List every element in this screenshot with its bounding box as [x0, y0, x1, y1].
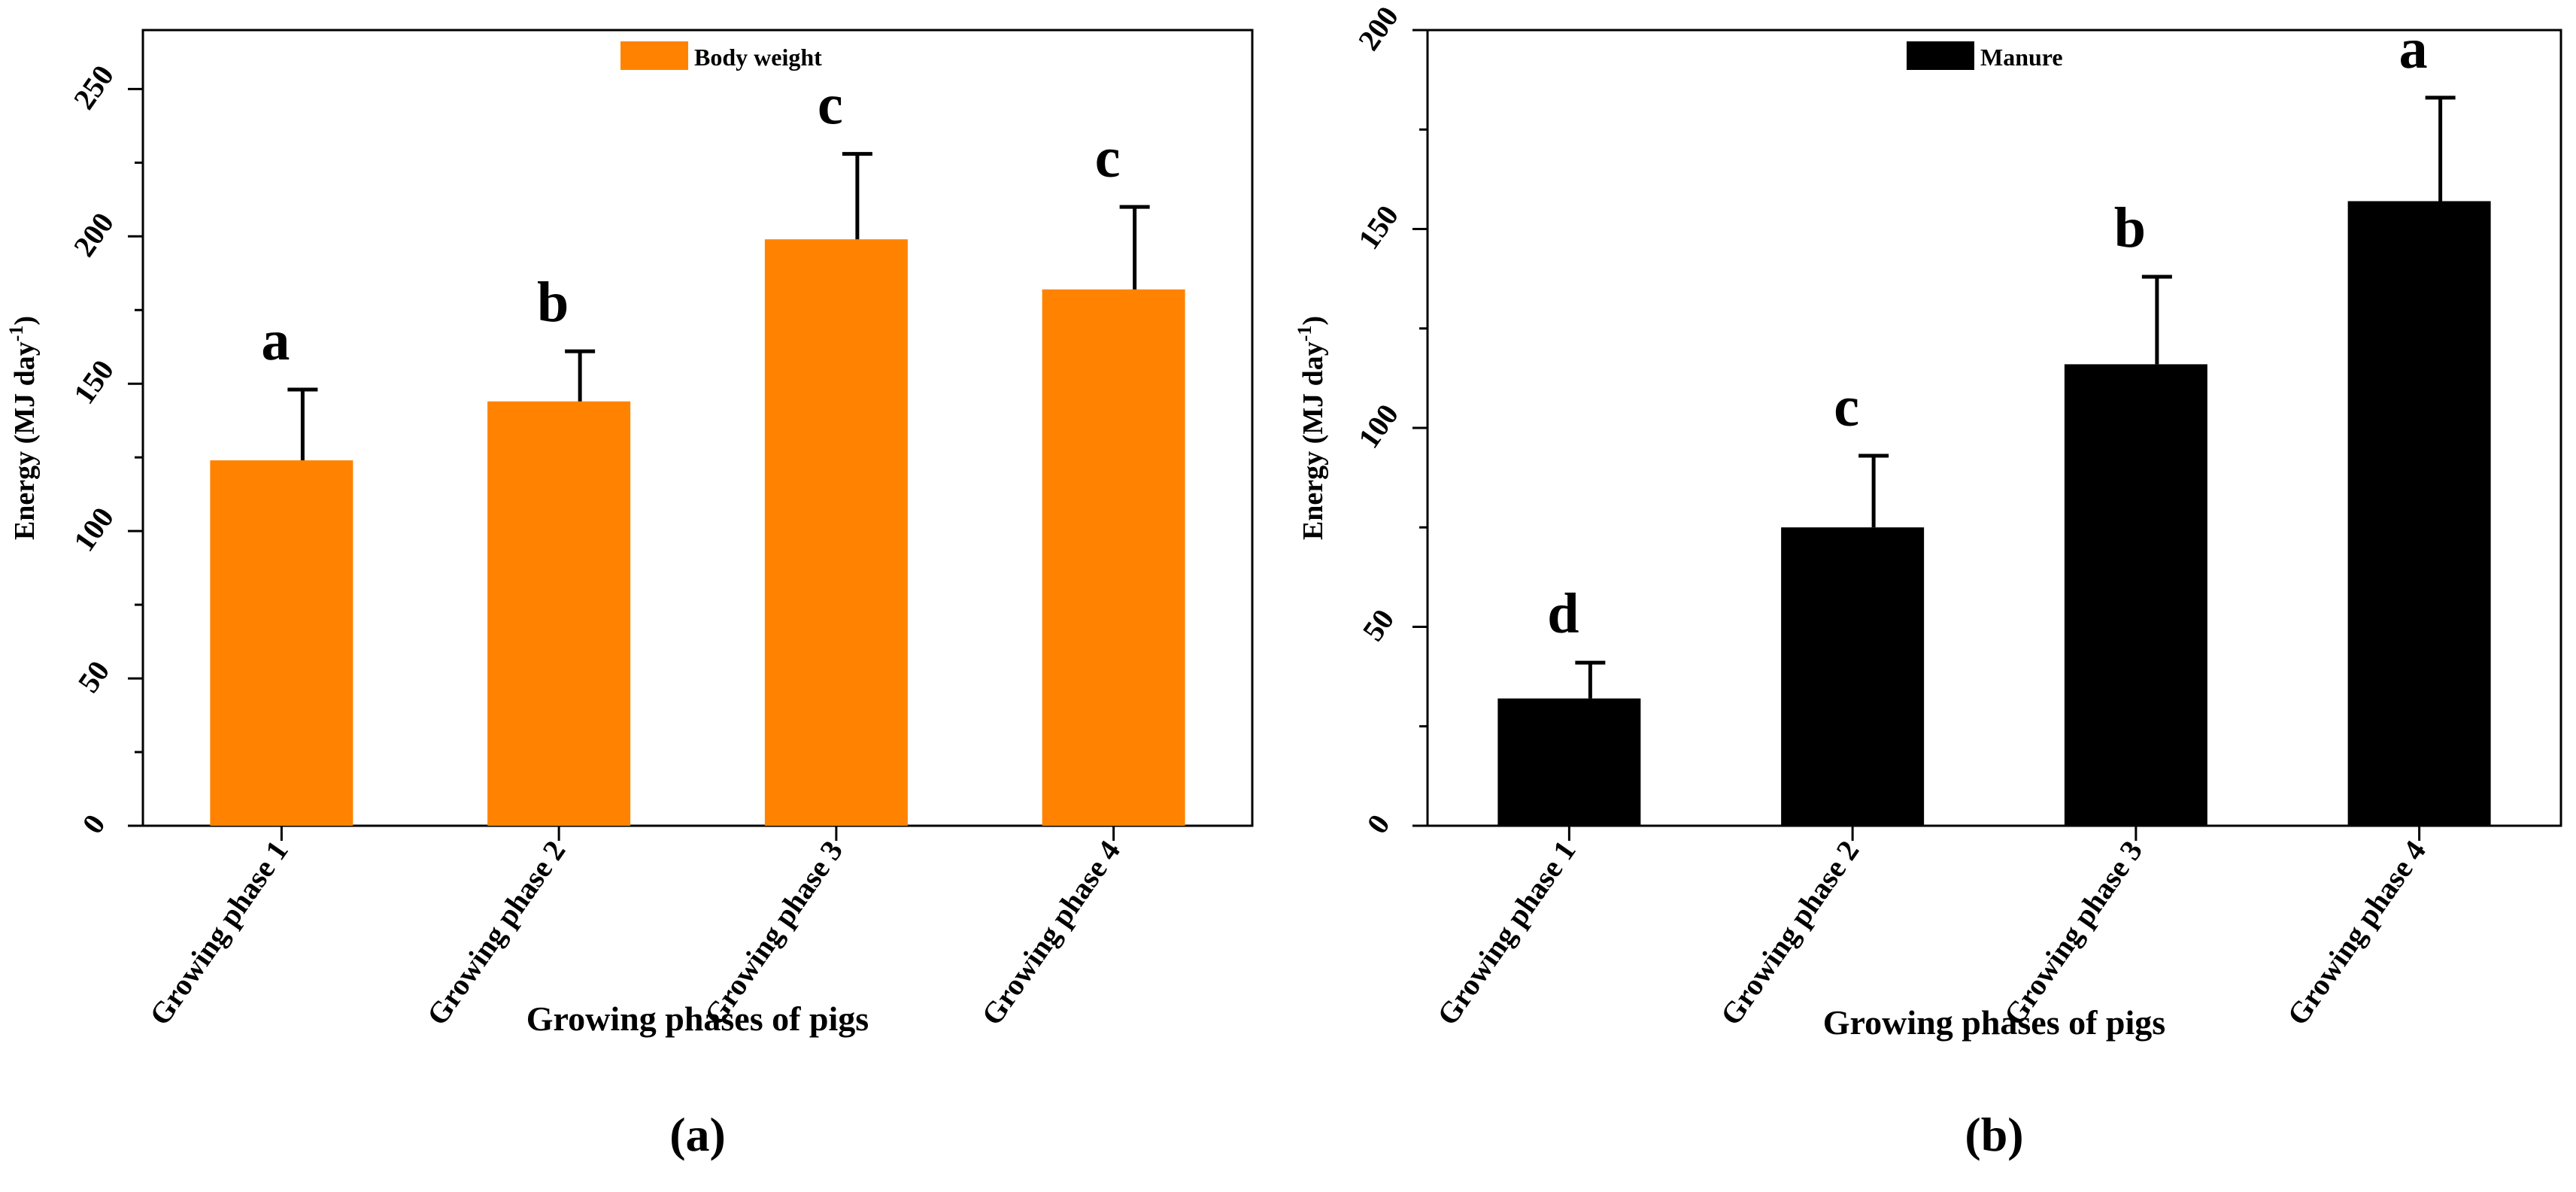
plot-frame [141, 29, 1254, 827]
x-tick-label: Growing phase 1 [143, 834, 295, 1031]
significance-label: b [2114, 196, 2146, 259]
bar [1781, 527, 1925, 826]
y-tick-label: 0 [1360, 808, 1396, 839]
legend-swatch [620, 41, 688, 70]
y-tick-label: 100 [67, 501, 120, 557]
y-axis-title: Energy (MJ day-1) [1294, 316, 1329, 540]
bar [2347, 201, 2491, 827]
panel-a: Energy (MJ day-1) Growing phases of pigs… [5, 29, 1254, 1161]
y-tick-label: 50 [71, 654, 117, 699]
legend-label: Body weight [694, 44, 822, 71]
y-tick-label: 150 [1352, 199, 1405, 256]
significance-label: d [1547, 582, 1579, 645]
x-axis-title: Growing phases of pigs [1823, 1003, 2165, 1042]
y-axis-title: Energy (MJ day-1) [5, 316, 41, 540]
x-axis-title: Growing phases of pigs [526, 999, 869, 1038]
y-axis-title-text: Energy (MJ day-1) [1294, 316, 1329, 540]
bar [1497, 698, 1641, 826]
panel-b: Energy (MJ day-1) Growing phases of pigs… [1294, 0, 2562, 1161]
panel-label: (a) [669, 1108, 726, 1161]
significance-label: c [1834, 375, 1859, 438]
y-tick-label: 250 [67, 59, 120, 115]
x-tick-label: Growing phase 4 [975, 834, 1127, 1031]
x-tick-label: Growing phase 4 [2280, 834, 2432, 1031]
significance-label: b [537, 271, 569, 334]
x-tick-label: Growing phase 2 [1713, 834, 1865, 1031]
significance-label: a [261, 309, 290, 372]
bar [2064, 364, 2207, 826]
y-axis-title-text: Energy (MJ day-1) [5, 316, 41, 540]
significance-label: a [2399, 17, 2428, 80]
bar [1042, 289, 1185, 827]
x-tick-label: Growing phase 1 [1431, 834, 1582, 1031]
y-tick-label: 150 [67, 353, 120, 410]
significance-label: c [1095, 126, 1121, 190]
y-tick-label: 200 [67, 206, 120, 262]
panel-label: (b) [1965, 1108, 2023, 1161]
y-tick-label: 200 [1352, 0, 1405, 56]
bar [210, 460, 353, 826]
legend-label: Manure [1980, 44, 2063, 71]
y-tick-label: 0 [75, 808, 111, 839]
bar [764, 239, 908, 826]
x-tick-label: Growing phase 3 [1997, 834, 2149, 1031]
significance-label: c [818, 74, 843, 137]
legend-swatch [1907, 41, 1974, 70]
bar [487, 401, 631, 826]
y-tick-label: 100 [1352, 398, 1405, 454]
y-tick-label: 50 [1356, 603, 1401, 648]
